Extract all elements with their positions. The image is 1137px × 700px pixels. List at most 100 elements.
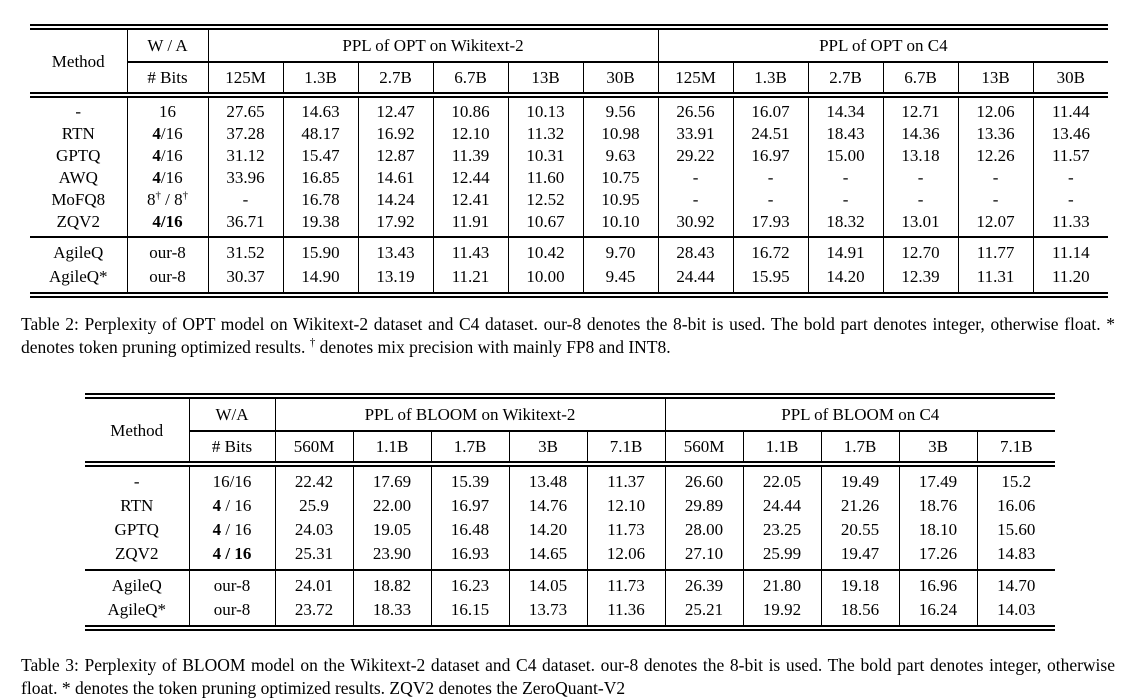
ppl-value-cell: 11.14 bbox=[1032, 236, 1109, 265]
ppl-value-cell: 17.26 bbox=[898, 542, 977, 570]
ppl-value-cell: 31.12 bbox=[207, 145, 283, 167]
method-cell: RTN bbox=[61, 124, 95, 143]
size-header-row: # Bits 560M 1.1B 1.7B 3B 7.1B 560M 1.1B 1.7B 3B 7… bbox=[85, 431, 1056, 467]
bloom-table-header: Method W/A PPL of BLOOM on Wikitext-2 PP… bbox=[85, 396, 1056, 467]
bits-column-header: # Bits bbox=[188, 431, 275, 467]
ppl-value-cell: 27.65 bbox=[207, 95, 283, 123]
ppl-value-cell: 33.96 bbox=[207, 167, 283, 189]
group-header-row: Method W / A PPL of OPT on Wikitext-2 PP… bbox=[30, 27, 1109, 98]
table-row: AgileQ our-8 31.52 15.90 13.43 11.43 10.42 9.70… bbox=[30, 236, 1109, 265]
size-header-row: # Bits 125M 1.3B 2.7B 6.7B 13B 30B 125M 1.3B 2.7… bbox=[30, 62, 1109, 98]
ppl-value-cell: 17.92 bbox=[357, 211, 433, 237]
bloom-our-methods-body: AgileQ our-8 24.01 18.82 16.23 14.05 11.73 26.3… bbox=[85, 569, 1056, 628]
ppl-value-cell: 11.57 bbox=[1032, 145, 1109, 167]
table-row: AWQ 4/16 33.96 16.85 14.61 12.44 11.60 10.75- - -… bbox=[30, 167, 1109, 189]
ppl-value-cell: 15.2 bbox=[976, 464, 1056, 494]
ppl-value-cell: 13.18 bbox=[882, 145, 959, 167]
ppl-value-cell: 28.43 bbox=[657, 236, 734, 265]
ppl-value-cell: 18.82 bbox=[352, 569, 431, 598]
ppl-value-cell: 25.9 bbox=[274, 494, 353, 518]
ppl-value-cell: 11.31 bbox=[957, 265, 1034, 295]
size-column-header: 1.1B bbox=[742, 431, 821, 467]
method-cell: ZQV2 bbox=[115, 544, 159, 563]
ppl-value-cell: 25.31 bbox=[274, 542, 353, 570]
ppl-value-cell: 17.49 bbox=[898, 464, 977, 494]
ppl-value-cell: 13.36 bbox=[957, 123, 1034, 145]
ppl-value-cell: 10.42 bbox=[507, 236, 583, 265]
size-column-header: 7.1B bbox=[976, 431, 1056, 467]
ppl-value-cell: 16.48 bbox=[430, 518, 509, 542]
ppl-value-cell: 10.67 bbox=[507, 211, 583, 237]
method-cell: AgileQ bbox=[30, 236, 127, 265]
ppl-value-cell: 14.36 bbox=[882, 123, 959, 145]
method-cell: - bbox=[133, 472, 140, 491]
ppl-value-cell: 15.00 bbox=[807, 145, 884, 167]
table-row: AgileQ our-8 24.01 18.82 16.23 14.05 11.73 26.3… bbox=[85, 569, 1056, 598]
ppl-value-cell: 14.03 bbox=[976, 598, 1056, 628]
ppl-value-cell: - bbox=[882, 189, 959, 211]
ppl-value-cell: 33.91 bbox=[657, 123, 734, 145]
table-row: GPTQ 4/16 31.12 15.47 12.87 11.39 10.31 9.63 29.… bbox=[30, 145, 1109, 167]
size-column-header: 6.7B bbox=[432, 62, 508, 98]
ppl-value-cell: 16.06 bbox=[976, 494, 1056, 518]
ppl-value-cell: 30.92 bbox=[657, 211, 734, 237]
table-row: ZQV2 4/16 36.71 19.38 17.92 11.91 10.67 10.10 30… bbox=[30, 211, 1109, 237]
ppl-value-cell: 11.20 bbox=[1032, 265, 1109, 295]
ppl-value-cell: 11.77 bbox=[957, 236, 1034, 265]
ppl-value-cell: 10.31 bbox=[507, 145, 583, 167]
ppl-value-cell: 16.78 bbox=[282, 189, 358, 211]
ppl-value-cell: 12.44 bbox=[432, 167, 508, 189]
ppl-value-cell: 16.23 bbox=[430, 569, 509, 598]
ppl-value-cell: - bbox=[732, 167, 809, 189]
c4-group-header: PPL of BLOOM on C4 bbox=[664, 396, 1056, 432]
ppl-value-cell: 22.42 bbox=[274, 464, 353, 494]
ppl-value-cell: 18.56 bbox=[820, 598, 899, 628]
ppl-value-cell: 16.97 bbox=[732, 145, 809, 167]
size-column-header: 1.7B bbox=[820, 431, 899, 467]
ppl-value-cell: 12.70 bbox=[882, 236, 959, 265]
ppl-value-cell: 14.65 bbox=[508, 542, 587, 570]
ppl-value-cell: 30.37 bbox=[207, 265, 283, 295]
table-row: - 16/16 22.42 17.69 15.39 13.48 11.37 26.60 22.0… bbox=[85, 464, 1056, 494]
ppl-value-cell: 11.37 bbox=[586, 464, 665, 494]
size-column-header: 1.7B bbox=[430, 431, 509, 467]
opt-baseline-methods-body: -16 27.65 14.63 12.47 10.86 10.13 9.56 26.56 16.… bbox=[30, 95, 1109, 237]
ppl-value-cell: 20.55 bbox=[820, 518, 899, 542]
ppl-value-cell: 22.05 bbox=[742, 464, 821, 494]
ppl-value-cell: 21.80 bbox=[742, 569, 821, 598]
ppl-value-cell: 14.20 bbox=[807, 265, 884, 295]
ppl-value-cell: 9.63 bbox=[582, 145, 659, 167]
ppl-value-cell: - bbox=[657, 167, 734, 189]
ppl-value-cell: 10.10 bbox=[582, 211, 659, 237]
ppl-value-cell: 10.86 bbox=[432, 95, 508, 123]
size-column-header: 3B bbox=[508, 431, 587, 467]
ppl-value-cell: 48.17 bbox=[282, 123, 358, 145]
ppl-value-cell: 10.98 bbox=[582, 123, 659, 145]
wa-bits-cell: our-8 bbox=[188, 569, 275, 598]
table-row: RTN 4/16 37.28 48.17 16.92 12.10 11.32 10.98 33.… bbox=[30, 123, 1109, 145]
wa-bits-cell: 4/16 bbox=[126, 145, 208, 167]
opt-our-methods-body: AgileQ our-8 31.52 15.90 13.43 11.43 10.42 9.70… bbox=[30, 236, 1109, 295]
method-cell: AgileQ* bbox=[107, 600, 167, 619]
size-column-header: 1.1B bbox=[352, 431, 431, 467]
ppl-value-cell: 11.33 bbox=[1032, 211, 1109, 237]
ppl-value-cell: 17.69 bbox=[352, 464, 431, 494]
size-column-header: 3B bbox=[898, 431, 977, 467]
ppl-value-cell: 10.13 bbox=[507, 95, 583, 123]
ppl-value-cell: 16.93 bbox=[430, 542, 509, 570]
ppl-value-cell: 14.70 bbox=[976, 569, 1056, 598]
ppl-value-cell: 16.15 bbox=[430, 598, 509, 628]
ppl-value-cell: 25.21 bbox=[664, 598, 743, 628]
size-column-header: 30B bbox=[1032, 62, 1109, 98]
size-column-header: 2.7B bbox=[807, 62, 884, 98]
ppl-value-cell: 15.39 bbox=[430, 464, 509, 494]
ppl-value-cell: 31.52 bbox=[207, 236, 283, 265]
ppl-value-cell: 28.00 bbox=[664, 518, 743, 542]
ppl-value-cell: 12.10 bbox=[586, 494, 665, 518]
ppl-value-cell: - bbox=[882, 167, 959, 189]
ppl-value-cell: 29.22 bbox=[657, 145, 734, 167]
ppl-value-cell: 18.76 bbox=[898, 494, 977, 518]
ppl-value-cell: 12.87 bbox=[357, 145, 433, 167]
size-column-header: 2.7B bbox=[357, 62, 433, 98]
ppl-value-cell: 18.43 bbox=[807, 123, 884, 145]
